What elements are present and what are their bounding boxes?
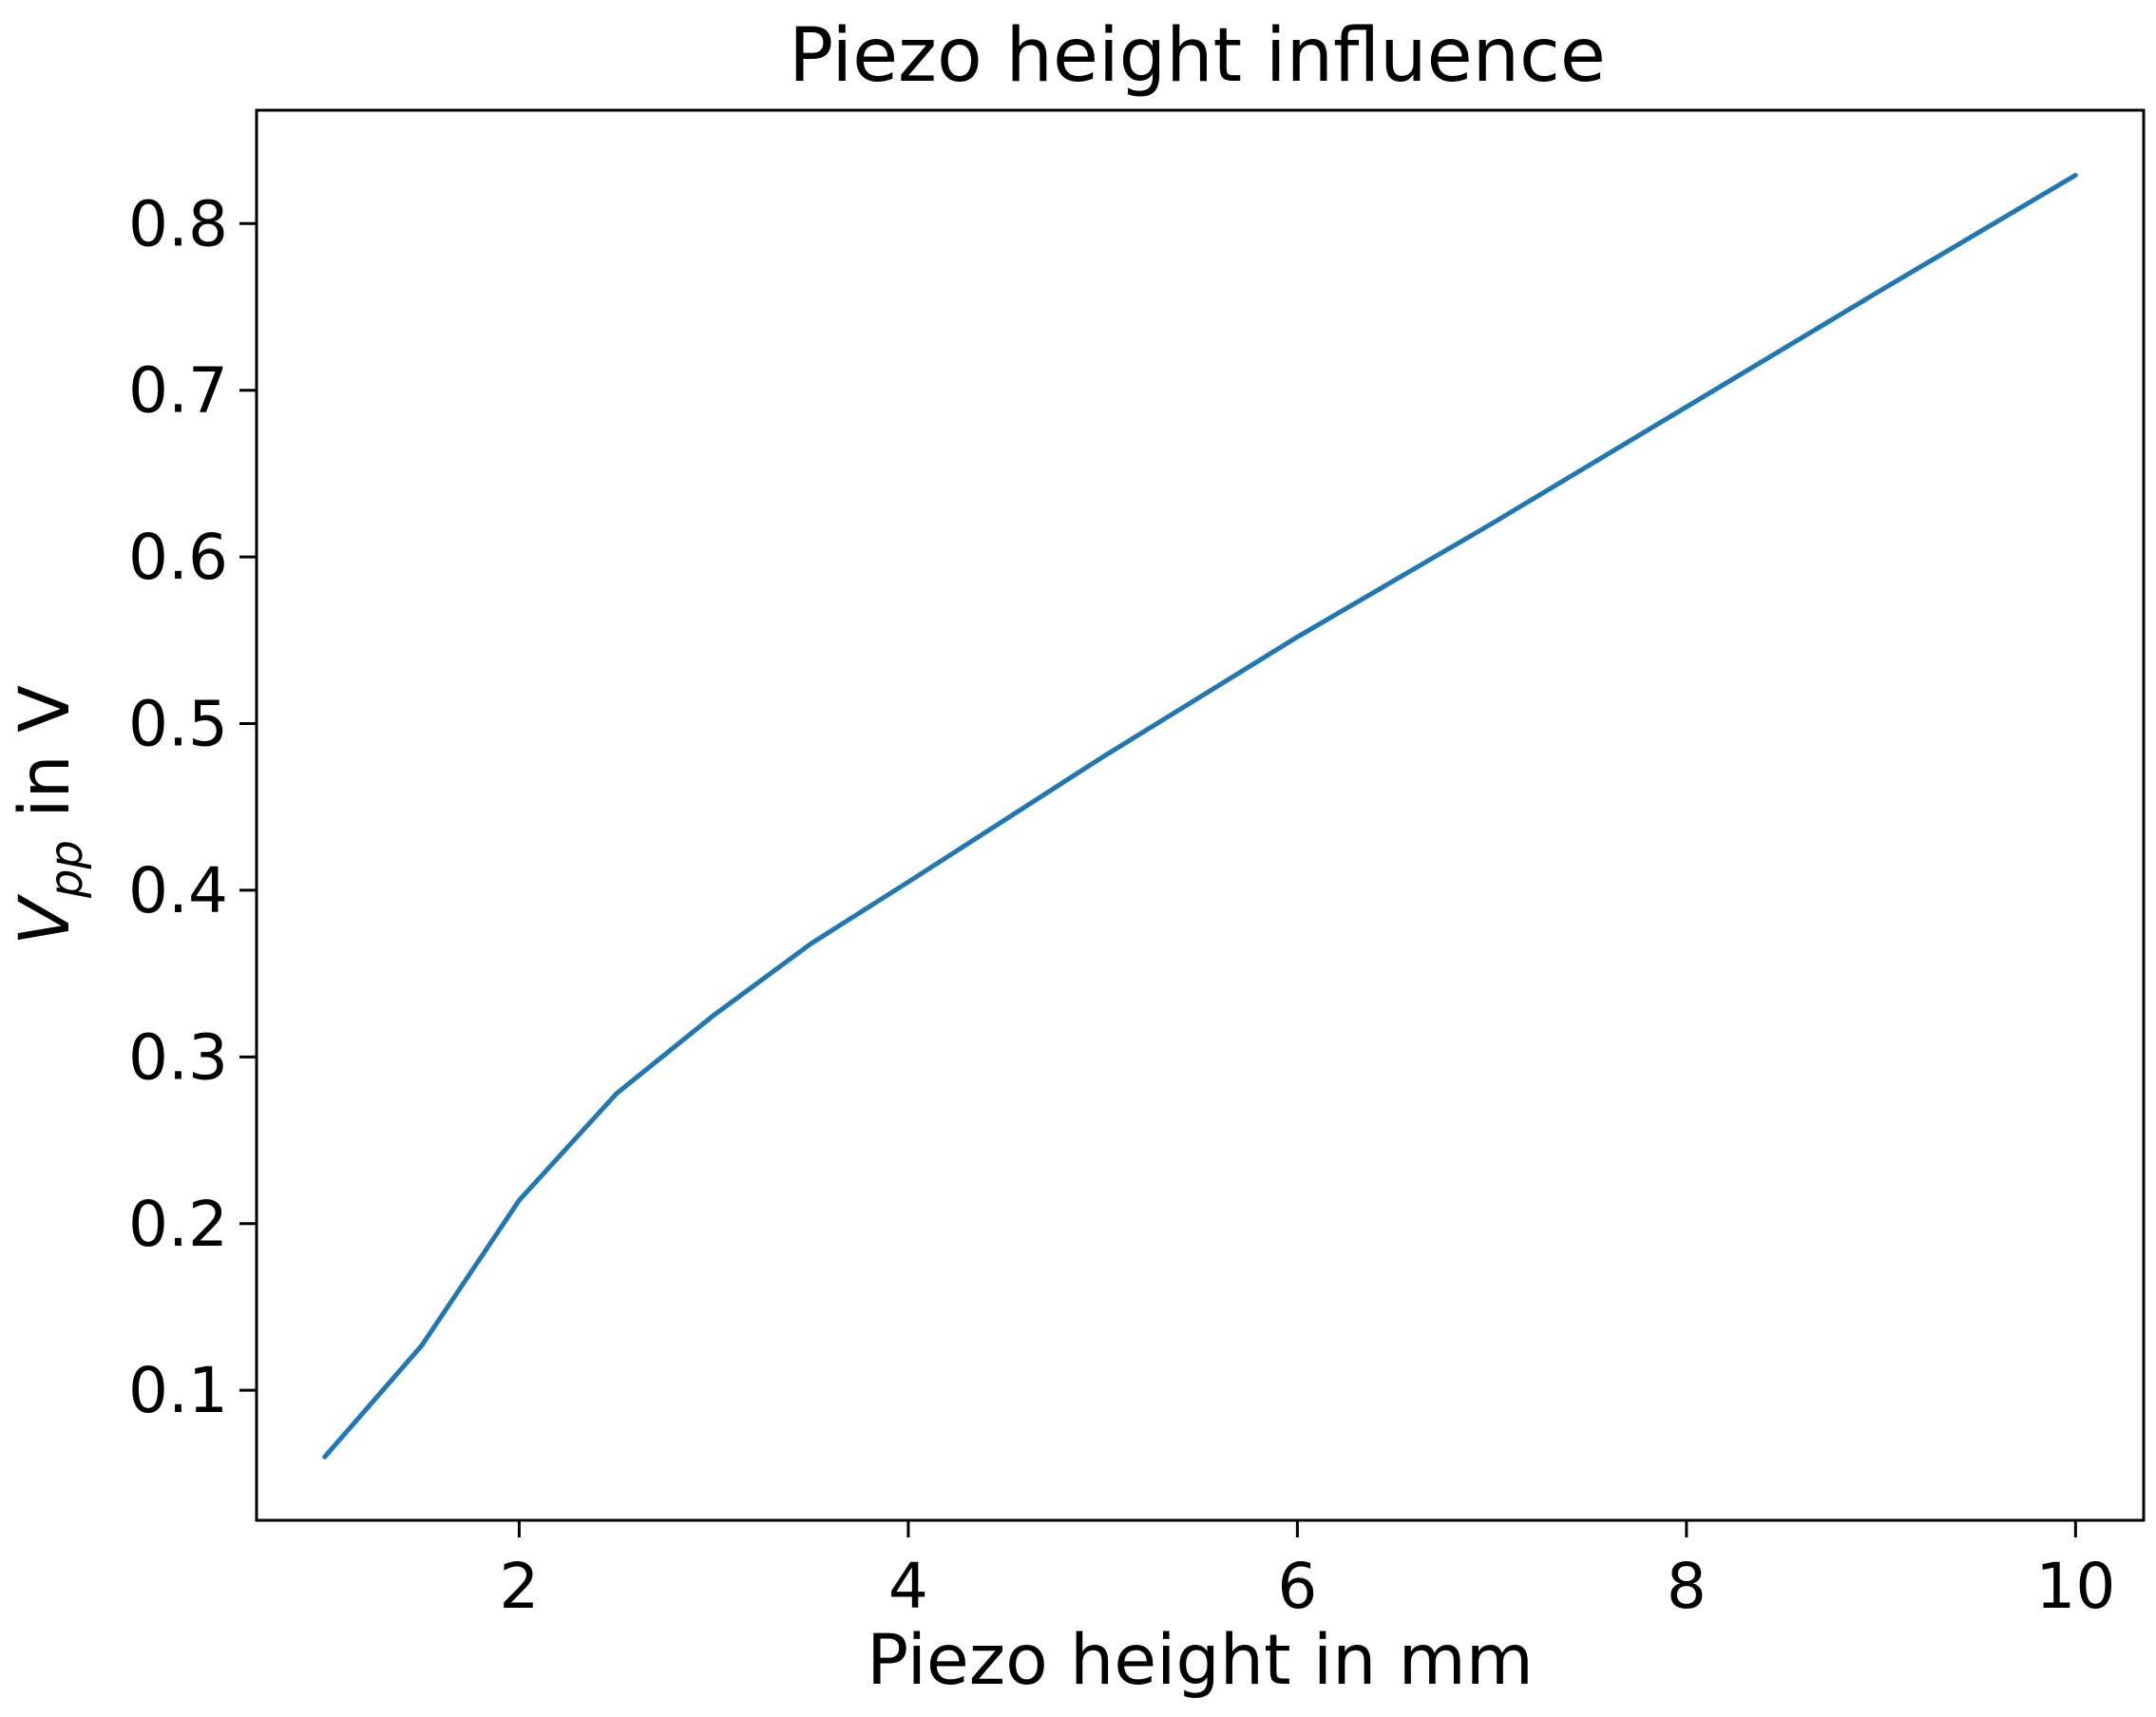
y-axis-title-rest: in V (5, 685, 86, 840)
y-tick-label: 0.7 (128, 354, 228, 428)
y-tick-label: 0.2 (128, 1188, 228, 1261)
y-tick-label: 0.4 (128, 854, 228, 927)
y-tick-label: 0.6 (128, 521, 228, 594)
y-tick-label: 0.3 (128, 1021, 228, 1094)
chart-title: Piezo height influence (789, 13, 1606, 99)
y-axis-ticks: 0.1 0.2 0.3 0.4 0.5 0.6 0.7 0.8 (128, 187, 257, 1427)
y-axis-title-main: V (5, 893, 86, 945)
x-tick-label: 10 (2035, 1550, 2115, 1623)
y-tick-label: 0.8 (128, 187, 228, 260)
x-axis-ticks: 2 4 6 8 10 (499, 1520, 2115, 1623)
series-line (322, 172, 2078, 1459)
x-tick-label: 4 (888, 1550, 928, 1623)
y-axis-title-subscript: pp (40, 840, 93, 899)
y-axis-title: Vpp in V (5, 685, 93, 945)
x-tick-label: 6 (1277, 1550, 1317, 1623)
x-tick-label: 2 (499, 1550, 539, 1623)
y-tick-label: 0.1 (128, 1354, 228, 1427)
plot-area-frame (255, 108, 2146, 1522)
x-tick-label: 8 (1667, 1550, 1707, 1623)
y-tick-label: 0.5 (128, 688, 228, 761)
x-axis-title: Piezo height in mm (867, 1620, 1534, 1701)
